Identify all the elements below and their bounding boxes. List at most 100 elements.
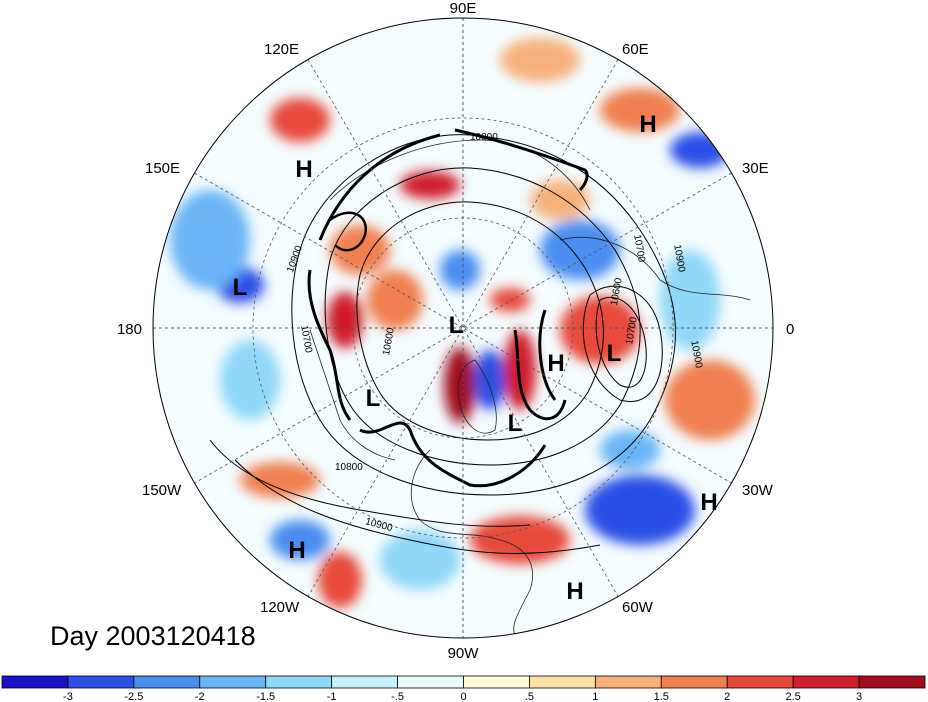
lon-label-120w: 120W xyxy=(260,599,300,616)
colorbar-tick-label: -1 xyxy=(327,691,337,702)
colorbar-tick-label: -.5 xyxy=(391,691,404,702)
high-pressure-center: H xyxy=(288,537,305,564)
graticule xyxy=(153,18,773,638)
anomaly-field xyxy=(153,18,773,638)
lon-label-90e: 90E xyxy=(450,0,477,17)
lon-label-30e: 30E xyxy=(742,160,769,177)
colorbar-tick-label: .5 xyxy=(525,691,534,702)
colorbar: -3 -2.5 -2 -1.5 -1 -.5 0 .5 1 1.5 2 2.5 3 xyxy=(1,675,926,702)
anomaly-patch xyxy=(600,88,680,132)
meridian-line xyxy=(307,59,619,597)
low-pressure-center: L xyxy=(233,274,248,301)
alaska-coast xyxy=(309,329,396,461)
low-pressure-center: L xyxy=(366,385,381,412)
map-boundary xyxy=(152,17,774,639)
colorbar-swatch xyxy=(1,675,69,689)
contour-thin xyxy=(234,459,601,554)
contour-label: 10900 xyxy=(688,340,704,370)
contour-label: 10700 xyxy=(624,316,640,346)
colorbar-swatch xyxy=(463,675,530,689)
contour-thick xyxy=(307,269,352,421)
colorbar-tick-label: -1.5 xyxy=(256,691,275,702)
lon-label-180: 180 xyxy=(117,321,142,338)
contour-label: 10800 xyxy=(335,462,363,473)
colorbar-swatch xyxy=(594,675,662,689)
high-pressure-center: H xyxy=(639,111,656,138)
anomaly-patch xyxy=(330,225,390,275)
anomaly-patch xyxy=(170,190,250,290)
anomaly-patch xyxy=(220,340,280,420)
latitude-circle xyxy=(352,217,574,439)
colorbar-tick-label: 2.5 xyxy=(785,691,800,702)
anomaly-patch xyxy=(380,530,460,590)
map-title: Day 2003120418 xyxy=(50,621,256,651)
colorbar-tick-label: 0 xyxy=(460,691,466,702)
colorbar-tick-label: 1.5 xyxy=(654,691,669,702)
anomaly-patch xyxy=(660,250,720,350)
contour-label: 10700 xyxy=(298,324,314,354)
contour-label: 10600 xyxy=(609,277,625,307)
colorbar-swatch xyxy=(726,675,794,689)
anomaly-patch xyxy=(327,292,363,348)
contour-thick xyxy=(513,329,567,421)
high-pressure-center: H xyxy=(700,489,717,516)
high-pressure-center: H xyxy=(566,578,583,605)
colorbar-swatch xyxy=(133,675,201,689)
lon-label-120e: 120E xyxy=(264,41,299,58)
anomaly-patch xyxy=(665,360,755,440)
colorbar-swatch xyxy=(265,675,333,689)
lon-label-0: 0 xyxy=(786,321,794,338)
low-pressure-center: L xyxy=(449,312,464,339)
contour-thin xyxy=(291,134,676,496)
anomaly-patch xyxy=(530,180,590,220)
contour-thick xyxy=(329,211,368,252)
anomaly-patch xyxy=(490,288,530,312)
height-contours xyxy=(209,128,676,554)
colorbar-tick-label: -3 xyxy=(63,691,73,702)
colorbar-tick-label: 3 xyxy=(856,691,862,702)
contour-thick xyxy=(454,128,589,192)
anomaly-patch xyxy=(504,330,536,410)
low-pressure-center: L xyxy=(607,340,622,367)
anomaly-patch xyxy=(367,270,423,330)
contour-label: 10800 xyxy=(470,132,498,143)
colorbar-tick-label: 1 xyxy=(592,691,598,702)
high-pressure-center: H xyxy=(295,156,312,183)
contour-thin xyxy=(582,285,663,403)
colorbar-swatch xyxy=(792,675,860,689)
anomaly-patch xyxy=(500,38,580,82)
lon-label-150e: 150E xyxy=(145,160,180,177)
lon-label-90w: 90W xyxy=(448,645,480,662)
anomaly-patch xyxy=(444,347,476,423)
contour-thick xyxy=(318,133,441,241)
contour-label: 10600 xyxy=(381,327,397,357)
colorbar-swatch xyxy=(529,675,596,689)
colorbar-swatch xyxy=(858,675,926,689)
contour-thick xyxy=(359,421,547,488)
contour-label: 10700 xyxy=(631,234,647,264)
colorbar-tick-label: -2.5 xyxy=(124,691,143,702)
meridian-line xyxy=(194,172,732,484)
colorbar-swatch xyxy=(199,675,267,689)
colorbar-swatch xyxy=(660,675,728,689)
meridian-line xyxy=(194,172,732,484)
colorbar-swatch xyxy=(397,675,464,689)
colorbar-tick-label: -2 xyxy=(195,691,205,702)
anomaly-patch xyxy=(240,462,320,498)
anomaly-patch xyxy=(400,171,460,199)
greenland-coast xyxy=(457,359,497,434)
high-pressure-center: H xyxy=(547,350,564,377)
anomaly-patch xyxy=(540,220,620,280)
colorbar-swatch xyxy=(67,675,135,689)
latitude-circle xyxy=(252,117,674,539)
anomaly-patch xyxy=(585,475,695,545)
lon-label-60w: 60W xyxy=(622,599,654,616)
europe-coast xyxy=(559,237,751,301)
colorbar-swatch xyxy=(331,675,398,689)
anomaly-patch xyxy=(270,520,330,560)
contour-thin xyxy=(595,296,647,388)
anomaly-patch xyxy=(470,516,570,564)
contour-label: 10900 xyxy=(671,244,687,274)
anomaly-patch xyxy=(560,296,640,364)
